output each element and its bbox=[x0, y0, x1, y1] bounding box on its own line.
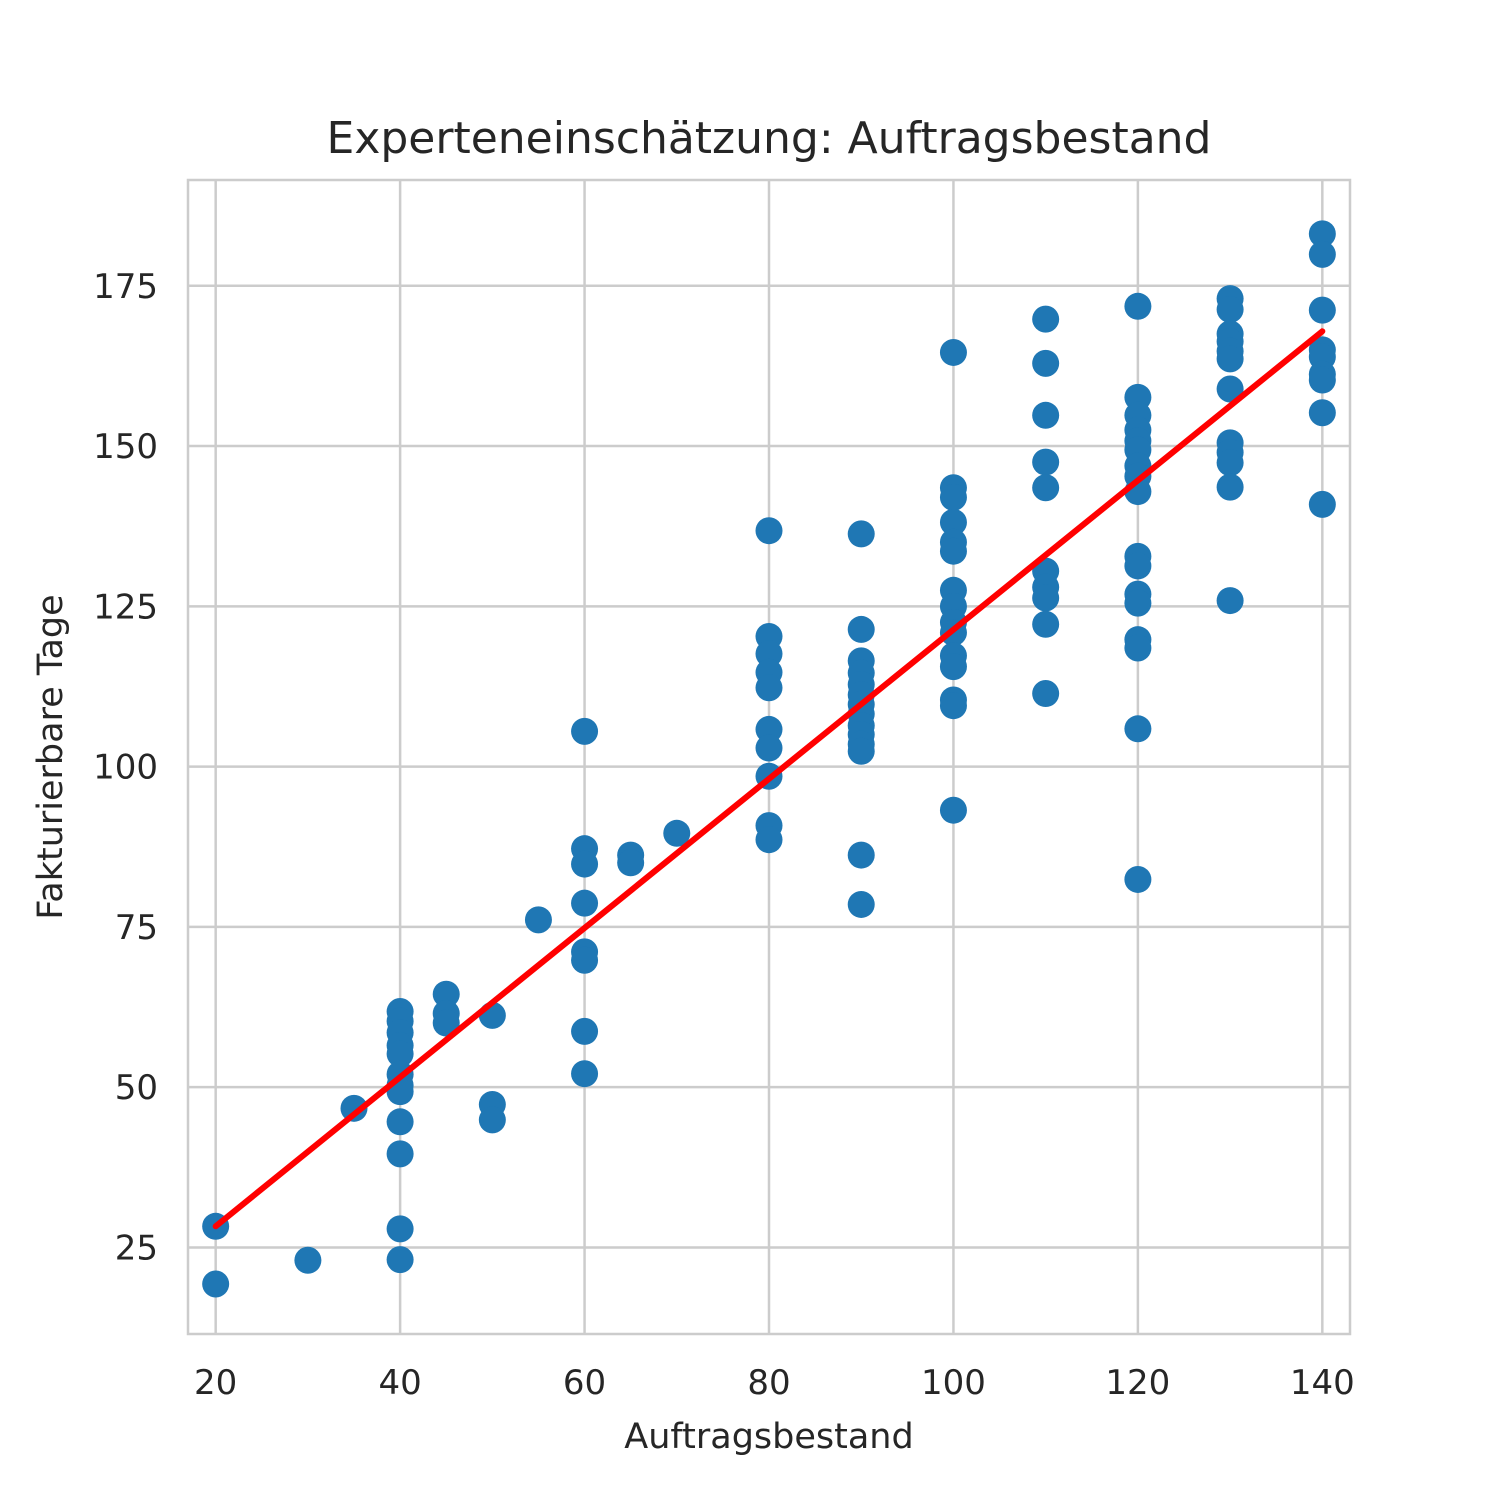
data-point bbox=[755, 517, 783, 545]
data-point bbox=[663, 819, 691, 847]
data-point bbox=[571, 889, 599, 917]
data-point bbox=[1216, 345, 1244, 373]
data-point bbox=[294, 1246, 322, 1274]
data-point bbox=[1124, 634, 1152, 662]
data-point bbox=[1124, 865, 1152, 893]
data-point bbox=[617, 849, 645, 877]
data-point bbox=[1032, 401, 1060, 429]
data-point bbox=[1308, 490, 1336, 518]
data-point bbox=[571, 717, 599, 745]
data-point bbox=[939, 653, 967, 681]
x-tick-label: 80 bbox=[747, 1363, 790, 1403]
data-point bbox=[1032, 448, 1060, 476]
data-point bbox=[571, 946, 599, 974]
x-tick-label: 20 bbox=[194, 1363, 237, 1403]
data-point bbox=[432, 1009, 460, 1037]
y-tick-label: 50 bbox=[115, 1068, 158, 1108]
data-point bbox=[340, 1094, 368, 1122]
data-point bbox=[847, 890, 875, 918]
data-point bbox=[1124, 589, 1152, 617]
data-point bbox=[847, 615, 875, 643]
data-point bbox=[1308, 366, 1336, 394]
data-point bbox=[939, 537, 967, 565]
data-point bbox=[755, 826, 783, 854]
fit-line bbox=[212, 328, 1326, 1230]
data-point bbox=[755, 674, 783, 702]
fit-line-group bbox=[212, 328, 1326, 1230]
data-point bbox=[847, 841, 875, 869]
data-point bbox=[1032, 584, 1060, 612]
data-point bbox=[1124, 715, 1152, 743]
data-point bbox=[1216, 296, 1244, 324]
data-point bbox=[755, 715, 783, 743]
data-point bbox=[1124, 552, 1152, 580]
x-tick-label: 60 bbox=[563, 1363, 606, 1403]
data-point bbox=[939, 338, 967, 366]
y-tick-labels: 25 50 75 100 125 150 175 bbox=[93, 267, 158, 1269]
data-point bbox=[755, 640, 783, 668]
data-point bbox=[939, 483, 967, 511]
data-point bbox=[571, 1017, 599, 1045]
data-point bbox=[939, 796, 967, 824]
data-point bbox=[1308, 220, 1336, 248]
data-point bbox=[571, 850, 599, 878]
data-point bbox=[432, 980, 460, 1008]
data-point bbox=[386, 1140, 414, 1168]
data-point bbox=[571, 1060, 599, 1088]
data-point bbox=[1308, 296, 1336, 324]
data-point bbox=[386, 1215, 414, 1243]
grid-lines bbox=[188, 180, 1350, 1334]
x-tick-label: 40 bbox=[378, 1363, 421, 1403]
data-point bbox=[1216, 587, 1244, 615]
data-point bbox=[939, 692, 967, 720]
x-tick-labels: 20 40 60 80 100 120 140 bbox=[194, 1363, 1355, 1403]
data-point bbox=[1032, 474, 1060, 502]
x-tick-label: 120 bbox=[1105, 1363, 1170, 1403]
data-point bbox=[847, 520, 875, 548]
data-point bbox=[1216, 473, 1244, 501]
data-point bbox=[1032, 610, 1060, 638]
y-tick-label: 175 bbox=[93, 267, 158, 307]
chart-title: Experteneinschätzung: Auftragsbestand bbox=[327, 113, 1212, 164]
x-tick-label: 100 bbox=[921, 1363, 986, 1403]
data-point bbox=[755, 734, 783, 762]
data-point bbox=[847, 737, 875, 765]
data-point bbox=[202, 1270, 230, 1298]
data-point bbox=[1032, 680, 1060, 708]
data-point bbox=[939, 508, 967, 536]
y-tick-label: 25 bbox=[115, 1228, 158, 1268]
data-point bbox=[1308, 240, 1336, 268]
data-point bbox=[1216, 449, 1244, 477]
y-tick-label: 75 bbox=[115, 908, 158, 948]
data-point bbox=[1032, 305, 1060, 333]
y-axis-label: Fakturierbare Tage bbox=[31, 594, 71, 919]
x-tick-label: 140 bbox=[1290, 1363, 1355, 1403]
x-axis-label: Auftragsbestand bbox=[624, 1417, 913, 1457]
scatter-points bbox=[202, 220, 1336, 1298]
data-point bbox=[386, 1108, 414, 1136]
data-point bbox=[386, 1246, 414, 1274]
data-point bbox=[1032, 349, 1060, 377]
data-point bbox=[478, 1106, 506, 1134]
y-tick-label: 125 bbox=[93, 587, 158, 627]
data-point bbox=[1124, 292, 1152, 320]
y-tick-label: 100 bbox=[93, 748, 158, 788]
data-point bbox=[1308, 399, 1336, 427]
y-tick-label: 150 bbox=[93, 427, 158, 467]
plot-frame bbox=[186, 178, 1352, 1336]
data-point bbox=[1216, 375, 1244, 403]
data-point bbox=[386, 1040, 414, 1068]
data-point bbox=[524, 906, 552, 934]
